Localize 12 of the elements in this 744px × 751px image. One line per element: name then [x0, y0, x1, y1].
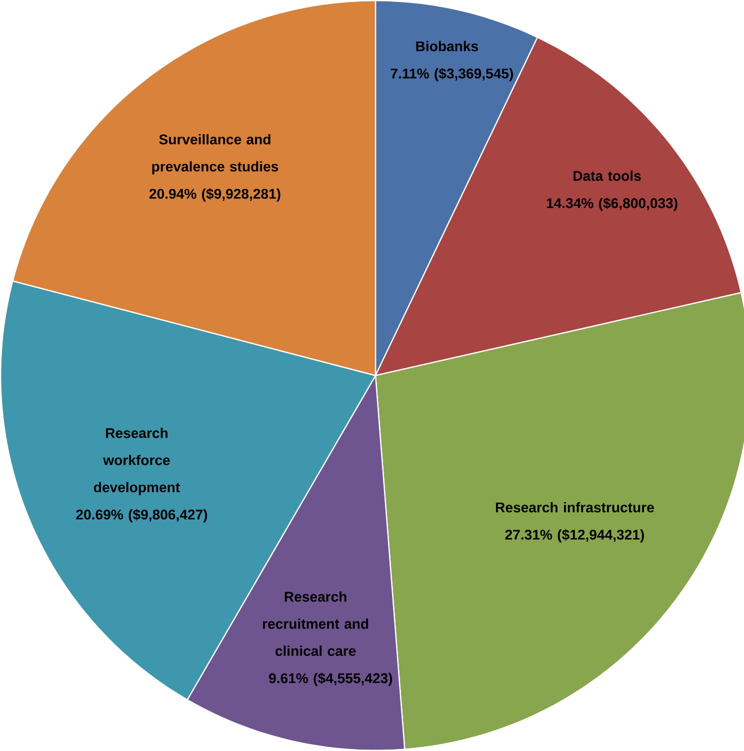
slice-label: Biobanks	[416, 40, 478, 52]
data-label: 14.34% ($6,800,033)	[546, 198, 678, 211]
data-label: 27.31% ($12,944,321)	[505, 529, 644, 542]
slice-label: Research infrastructure	[496, 502, 654, 512]
slice-label: Research workforce development	[94, 428, 180, 496]
data-label: 9.61% ($4,555,423)	[268, 672, 392, 686]
slice-label: Research recruitment and clinical care	[262, 591, 368, 656]
slice-label: Surveillance and prevalence studies	[152, 134, 278, 174]
data-label: 20.69% ($9,806,427)	[76, 508, 207, 522]
data-label: 7.11% ($3,369,545)	[390, 68, 513, 82]
slice-label: Data tools	[573, 170, 641, 181]
data-label: 20.94% ($9,928,281)	[149, 188, 280, 202]
